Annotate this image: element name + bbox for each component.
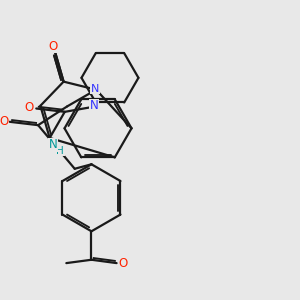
Text: N: N	[49, 138, 58, 151]
Text: N: N	[91, 84, 99, 94]
Text: H: H	[56, 146, 64, 156]
Text: O: O	[25, 101, 34, 114]
Text: O: O	[49, 40, 58, 52]
Text: O: O	[119, 256, 128, 270]
Text: O: O	[0, 115, 8, 128]
Text: N: N	[90, 99, 99, 112]
